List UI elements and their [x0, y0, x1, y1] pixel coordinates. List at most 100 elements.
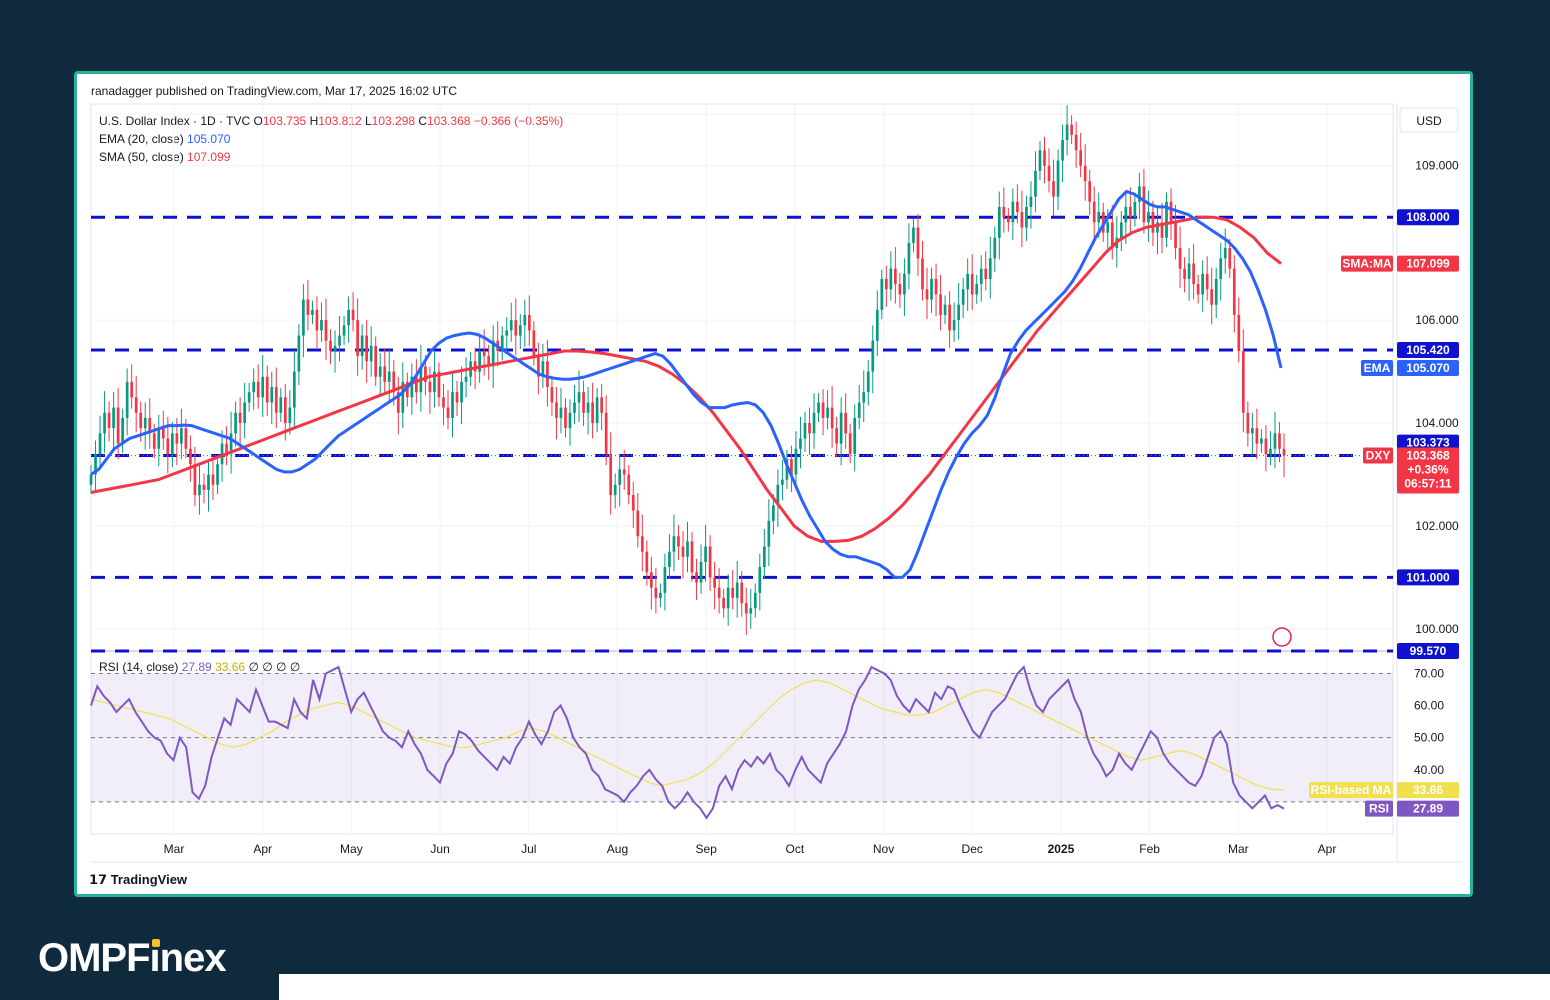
sma-value-tag-bg — [1397, 255, 1459, 272]
candle-body — [1246, 412, 1250, 434]
candle-body — [1228, 248, 1232, 269]
candle-body — [821, 402, 825, 418]
rsi-tick-label: 70.00 — [1414, 666, 1444, 680]
candle-body — [293, 371, 296, 408]
rsi-legend-null-4: ∅ — [289, 660, 301, 674]
x-tick-label: Feb — [1139, 842, 1160, 856]
candle-body — [288, 407, 292, 424]
candle-body — [148, 417, 152, 434]
candle-body — [835, 428, 838, 444]
candle-body — [772, 505, 775, 521]
candle-body — [374, 345, 378, 377]
publisher-header: ranadagger published on TradingView.com,… — [91, 84, 458, 98]
candle-body — [464, 376, 468, 382]
candle-body — [740, 582, 744, 604]
candle-body — [654, 587, 658, 598]
x-tick-label: May — [340, 842, 363, 856]
legend-ema-row[interactable]: EMA (20, close) 105.070 — [99, 130, 563, 148]
candle-body — [1232, 268, 1236, 315]
rsi-legend-null-3: ∅ — [276, 660, 287, 674]
candle-body — [270, 387, 274, 403]
candle-body — [600, 397, 603, 413]
ohlc-high: 103.812 — [318, 114, 362, 128]
candle-body — [830, 407, 834, 429]
currency-button[interactable] — [1399, 107, 1459, 133]
rsi-name-tag: RSI — [1369, 802, 1389, 816]
y-tick-label: 100.000 — [1415, 622, 1459, 636]
candle-body — [735, 582, 739, 598]
candle-body — [202, 484, 206, 490]
candle-body — [631, 495, 635, 511]
candle-body — [500, 335, 504, 351]
candle-body — [1070, 124, 1073, 135]
candle-body — [912, 227, 915, 243]
candle-body — [1002, 206, 1006, 218]
dxy-timer: 06:57:11 — [1404, 477, 1452, 491]
rsi-ma-value-tag-bg — [1397, 782, 1459, 799]
alert-icon[interactable] — [1272, 627, 1292, 647]
candle-body — [1043, 150, 1046, 166]
candle-body — [984, 268, 988, 279]
candle-body — [311, 309, 314, 315]
legend-sma-row[interactable]: SMA (50, close) 107.099 — [99, 148, 563, 166]
candle-body — [1160, 222, 1164, 238]
y-tick-label: 104.000 — [1415, 416, 1459, 430]
candle-body — [844, 412, 848, 434]
candle-body — [1025, 206, 1028, 228]
rsi-ma-name-tag-bg — [1309, 782, 1393, 799]
candle-body — [107, 412, 111, 429]
candle-body — [546, 361, 549, 388]
candle-body — [568, 412, 572, 429]
candle-body — [894, 268, 897, 285]
candle-body — [1169, 201, 1173, 223]
axes: Mar Apr May Jun Jul Aug Sep Oct Nov Dec 2025 Feb Mar… — [164, 107, 1459, 856]
sma-name-tag: SMA:MA — [1342, 257, 1392, 271]
candle-body — [749, 608, 753, 614]
candle-body — [943, 304, 947, 315]
candle-body — [686, 541, 689, 557]
x-tick-label: Jun — [430, 842, 449, 856]
candle-body — [726, 587, 730, 609]
candle-body — [189, 448, 192, 465]
candle-body — [627, 474, 631, 496]
ohlc-low: 103.298 — [371, 114, 416, 128]
candle-body — [455, 392, 459, 403]
candle-body — [948, 304, 951, 331]
level-103-tag: 103.373 — [1406, 436, 1450, 450]
price-chart-svg[interactable]: Mar Apr May Jun Jul Aug Sep Oct Nov Dec 2025 Feb Mar… — [77, 74, 1470, 894]
sma-50-line — [90, 215, 1282, 543]
candle-body — [324, 320, 328, 341]
candle-body — [1241, 350, 1245, 413]
candle-body — [121, 417, 124, 444]
candle-body — [767, 520, 771, 547]
candle-body — [916, 227, 920, 259]
candle-body — [401, 381, 405, 413]
rsi-legend-null-2: ∅ — [262, 660, 273, 674]
candle-body — [130, 381, 134, 398]
rsi-value-tag: 27.89 — [1413, 802, 1443, 816]
candle-body — [112, 407, 115, 429]
tradingview-logo[interactable]: 𝟭𝟳 TradingView — [89, 872, 187, 888]
candle-body — [790, 459, 793, 475]
y-tick-label: 109.000 — [1415, 159, 1459, 173]
level-tag-bg — [1397, 643, 1459, 659]
chart-frame: ranadagger published on TradingView.com,… — [74, 71, 1473, 897]
rsi-legend[interactable]: RSI (14, close) 27.89 33.66 ∅ ∅ ∅ ∅ — [99, 660, 300, 674]
candle-body — [446, 407, 450, 418]
candle-body — [997, 206, 1001, 238]
symbol-name[interactable]: U.S. Dollar Index · 1D · TVC — [99, 114, 251, 128]
candle-body — [1156, 222, 1159, 233]
y-tick-label: 106.000 — [1415, 313, 1459, 327]
candle-body — [378, 366, 382, 377]
candle-body — [161, 428, 165, 439]
candle-body — [848, 433, 852, 454]
candle-body — [1183, 268, 1186, 279]
candle-body — [1065, 124, 1069, 141]
candle-body — [970, 273, 974, 295]
candle-body — [1223, 248, 1227, 259]
candle-body — [871, 340, 875, 372]
candle-body — [1016, 201, 1019, 213]
candle-body — [1110, 222, 1114, 249]
candle-body — [1047, 165, 1051, 182]
candle-body — [672, 536, 676, 552]
